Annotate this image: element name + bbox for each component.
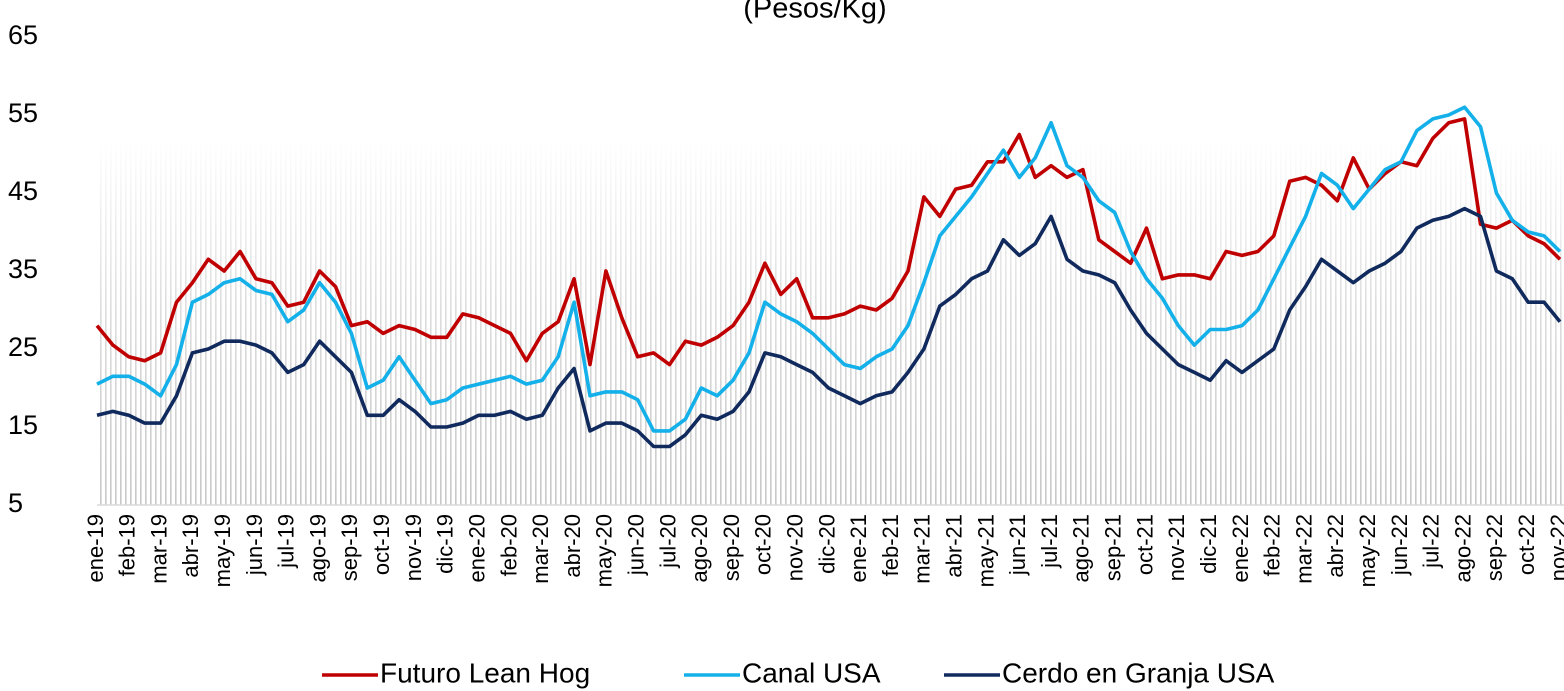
x-tick-label: ene-19 [83,514,108,583]
x-tick-label: mar-21 [910,514,935,584]
x-tick-label: may-22 [1355,514,1380,587]
x-tick-label: may-20 [592,514,617,587]
x-tick-label: nov-21 [1164,514,1189,581]
legend-label: Canal USA [742,657,881,688]
y-tick-label: 5 [8,488,23,518]
x-tick-label: may-19 [210,514,235,587]
x-tick-label: ene-22 [1228,514,1253,583]
x-tick-label: dic-21 [1196,514,1221,574]
x-tick-label: abr-20 [560,514,585,578]
x-tick-label: ago-21 [1069,514,1094,583]
x-tick-label: jun-21 [1005,514,1030,576]
x-tick-label: mar-19 [146,514,171,584]
x-tick-label: mar-22 [1291,514,1316,584]
x-tick-label: feb-22 [1260,514,1285,576]
y-tick-label: 65 [8,20,38,50]
x-tick-label: feb-20 [496,514,521,576]
x-tick-label: jul-22 [1419,514,1444,569]
x-tick-label: ago-22 [1450,514,1475,583]
x-tick-label: sep-20 [719,514,744,581]
y-tick-label: 45 [8,176,38,206]
x-tick-label: jul-19 [274,514,299,569]
x-tick-label: jun-19 [242,514,267,576]
x-tick-label: ago-20 [687,514,712,583]
x-tick-label: oct-19 [369,514,394,575]
x-tick-label: sep-19 [337,514,362,581]
x-tick-label: mar-20 [528,514,553,584]
y-tick-label: 25 [8,332,38,362]
chart-title: (Pesos/Kg) [743,0,886,25]
legend-label: Cerdo en Granja USA [1002,657,1275,688]
x-tick-label: feb-21 [878,514,903,576]
x-tick-label: sep-22 [1482,514,1507,581]
x-tick-label: nov-22 [1546,514,1564,581]
series-line [95,117,1562,367]
x-tick-label: ene-21 [846,514,871,583]
x-tick-label: abr-19 [178,514,203,578]
x-tick-label: feb-19 [115,514,140,576]
x-tick-label: oct-21 [1132,514,1157,575]
x-tick-label: ago-19 [305,514,330,583]
x-tick-label: jun-22 [1387,514,1412,576]
x-tick-label: nov-19 [401,514,426,581]
x-tick-label: jul-21 [1037,514,1062,569]
x-tick-label: abr-22 [1323,514,1348,578]
legend-label: Futuro Lean Hog [380,657,590,688]
x-tick-label: jul-20 [655,514,680,569]
x-tick-label: jun-20 [623,514,648,576]
x-tick-label: nov-20 [783,514,808,581]
series-line [96,206,1562,449]
series-line [96,105,1562,433]
x-tick-label: dic-20 [814,514,839,574]
x-tick-label: oct-20 [751,514,776,575]
y-tick-label: 15 [8,410,38,440]
x-tick-label: oct-22 [1514,514,1539,575]
x-tick-label: may-21 [973,514,998,587]
x-tick-label: abr-21 [942,514,967,578]
x-tick-label: dic-19 [433,514,458,574]
x-tick-label: sep-21 [1101,514,1126,581]
x-tick-label: ene-20 [464,514,489,583]
background-hatch [97,140,1564,505]
y-tick-label: 55 [8,98,38,128]
y-tick-label: 35 [8,254,38,284]
